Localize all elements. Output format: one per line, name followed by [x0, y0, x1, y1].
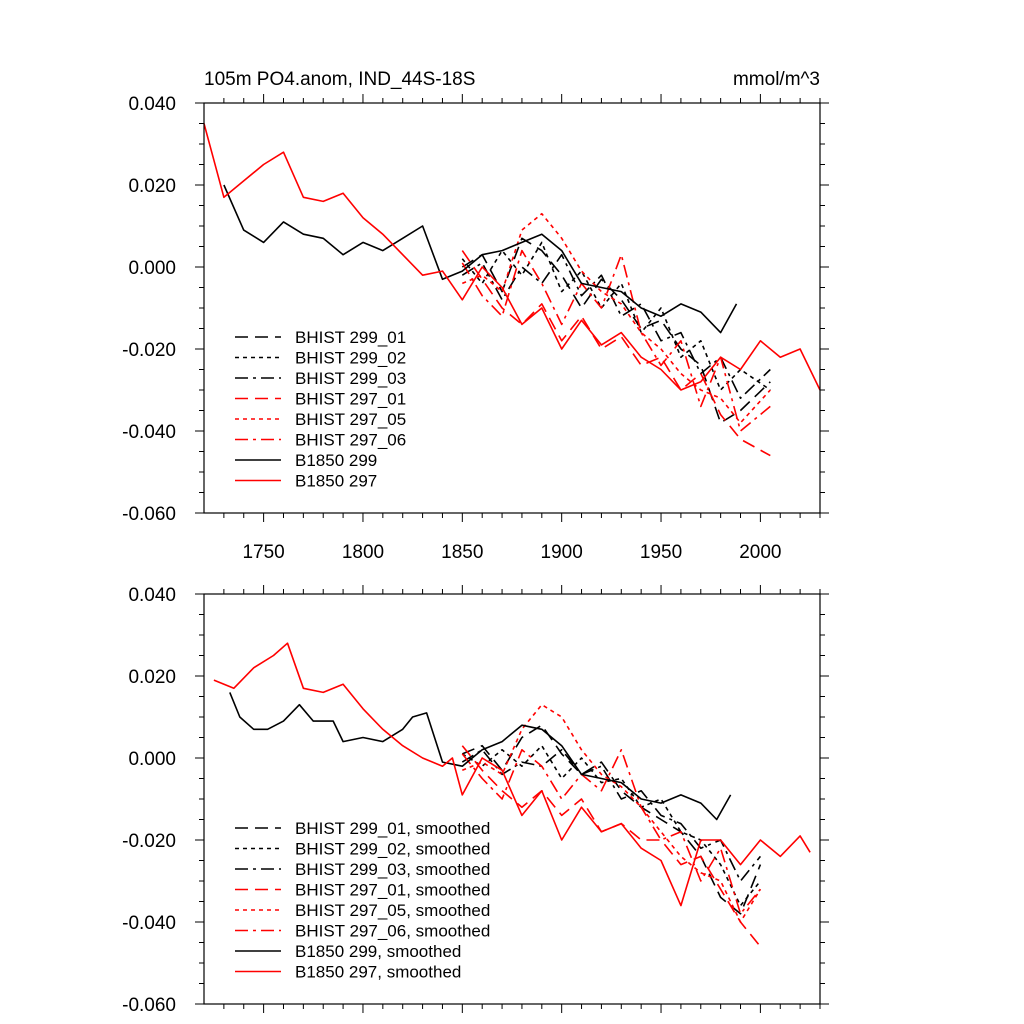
x-tick-label: 1750 [242, 542, 284, 563]
legend-label: BHIST 297_06 [295, 431, 406, 450]
series-line [461, 745, 762, 948]
legend-label: B1850 299, smoothed [295, 942, 461, 961]
series-line [461, 249, 771, 432]
legend-label: BHIST 297_01, smoothed [295, 881, 490, 900]
x-axis: 1750 1800 1850 1900 1950 2000 [223, 94, 821, 563]
series-line [223, 184, 738, 334]
y-axis: 0.040 0.020 0.000 -0.020 -0.040 -0.060 [122, 585, 829, 1016]
series-line [461, 744, 762, 907]
legend-label: B1850 297, smoothed [295, 963, 461, 982]
x-axis [223, 585, 821, 1013]
y-tick-label: 0.020 [128, 176, 176, 197]
y-tick-label: -0.060 [122, 504, 176, 525]
legend: BHIST 299_01, smoothed BHIST 299_02, smoo… [235, 819, 490, 982]
x-tick-label: 2000 [739, 542, 781, 563]
x-tick-label: 1950 [640, 542, 682, 563]
x-tick-label: 1900 [541, 542, 583, 563]
legend-label: BHIST 299_03, smoothed [295, 860, 490, 879]
legend-label: B1850 297 [295, 472, 377, 491]
series-line [461, 212, 771, 424]
series-line [461, 703, 762, 923]
series-line [461, 253, 771, 400]
series-line [213, 642, 811, 907]
y-tick-label: 0.040 [128, 585, 176, 606]
legend-label: BHIST 299_01 [295, 328, 406, 347]
y-tick-label: 0.040 [128, 94, 176, 115]
y-tick-label: -0.060 [122, 995, 176, 1016]
y-tick-label: -0.040 [122, 422, 176, 443]
series-group [203, 123, 821, 457]
x-tick-label: 1800 [342, 542, 384, 563]
y-tick-label: -0.020 [122, 831, 176, 852]
bottom-panel: 0.040 0.020 0.000 -0.020 -0.040 -0.060 BHIST … [122, 585, 829, 1016]
y-axis: 0.040 0.020 0.000 -0.020 -0.040 -0.060 [122, 94, 829, 525]
legend-label: BHIST 299_02, smoothed [295, 840, 490, 859]
legend-label: B1850 299 [295, 451, 377, 470]
top-panel: 105m PO4.anom, IND_44S-18S mmol/m^3 0.04… [122, 69, 829, 563]
legend-label: BHIST 299_01, smoothed [295, 819, 490, 838]
series-line [203, 123, 821, 391]
legend-label: BHIST 297_01 [295, 390, 406, 409]
y-tick-label: 0.000 [128, 749, 176, 770]
units-label: mmol/m^3 [733, 69, 820, 90]
chart-title: 105m PO4.anom, IND_44S-18S [204, 69, 475, 90]
x-tick-label: 1850 [441, 542, 483, 563]
y-tick-label: -0.040 [122, 913, 176, 934]
series-line [461, 748, 762, 882]
y-tick-label: 0.020 [128, 667, 176, 688]
series-line [461, 748, 762, 915]
series-line [229, 692, 732, 821]
y-tick-label: -0.020 [122, 340, 176, 361]
legend-label: BHIST 299_02 [295, 349, 406, 368]
legend-label: BHIST 299_03 [295, 369, 406, 388]
y-tick-label: 0.000 [128, 258, 176, 279]
legend-label: BHIST 297_05, smoothed [295, 901, 490, 920]
series-group [213, 642, 811, 948]
legend-label: BHIST 297_05 [295, 410, 406, 429]
series-line [461, 250, 771, 457]
legend-label: BHIST 297_06, smoothed [295, 922, 490, 941]
